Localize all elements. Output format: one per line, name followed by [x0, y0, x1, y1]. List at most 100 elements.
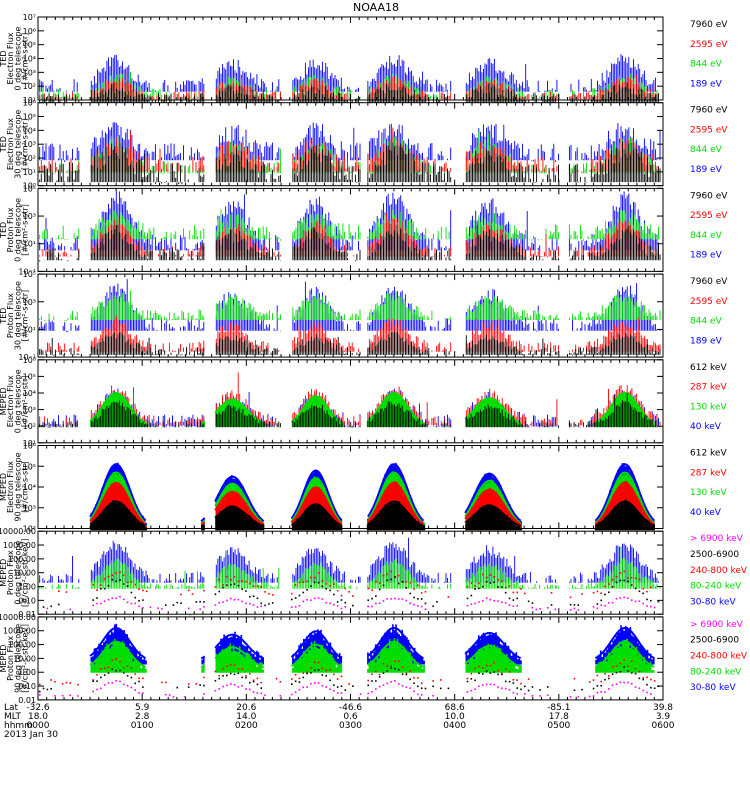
data-point	[340, 692, 343, 694]
data-point	[352, 595, 354, 597]
data-point	[596, 607, 599, 610]
data-point	[474, 585, 476, 587]
data-point	[413, 690, 415, 692]
xaxis-tick-label: 0300	[339, 721, 362, 731]
data-point	[252, 680, 255, 683]
data-point	[466, 585, 469, 588]
data-point	[394, 597, 396, 600]
data-point	[256, 597, 259, 600]
data-point	[634, 686, 637, 688]
data-point	[409, 602, 412, 605]
data-point	[321, 580, 324, 582]
ytick-label: 1000.00	[3, 541, 36, 550]
series-3	[39, 224, 661, 262]
data-point	[237, 686, 240, 688]
ytick-label: 10⁴	[23, 483, 36, 492]
data-point	[401, 685, 404, 687]
data-point	[256, 692, 259, 694]
ylabel-line: MEPED	[0, 559, 8, 587]
xaxis-tick-label: 0600	[652, 721, 675, 731]
xaxis-tick-label: 68.6	[445, 703, 465, 713]
data-point	[344, 606, 347, 608]
data-point	[122, 574, 125, 577]
data-point	[527, 689, 530, 692]
data-point	[470, 594, 473, 597]
data-point	[203, 605, 205, 608]
data-point	[420, 694, 423, 696]
xaxis-tick-label: -85.1	[547, 703, 570, 713]
data-point	[237, 584, 240, 587]
data-point	[550, 604, 553, 606]
series-line	[39, 224, 661, 262]
data-point	[516, 693, 518, 695]
data-point	[501, 601, 503, 604]
data-point	[310, 585, 312, 587]
data-point	[371, 605, 373, 608]
series-3	[39, 331, 661, 356]
data-point	[413, 588, 415, 590]
data-point	[252, 679, 255, 682]
data-point	[336, 686, 339, 688]
data-point	[138, 677, 140, 680]
ytick-label: 10.00	[13, 569, 36, 578]
data-point	[229, 583, 232, 586]
data-point	[531, 694, 534, 697]
data-point	[134, 583, 137, 586]
data-point	[474, 588, 476, 590]
data-point	[130, 676, 133, 679]
data-point	[38, 683, 41, 686]
data-point	[600, 592, 602, 594]
data-point	[432, 685, 434, 688]
xaxis-tick-label: -32.6	[26, 703, 50, 713]
data-point	[478, 587, 480, 590]
data-point	[325, 686, 327, 688]
data-point	[642, 677, 645, 679]
legend-entry: 844 eV	[690, 60, 723, 70]
data-point	[111, 659, 114, 661]
data-point	[604, 593, 606, 596]
ylabel-line: [#/cm²-s-str]	[21, 290, 30, 342]
chart-title: NOAA18	[353, 1, 399, 14]
data-point	[115, 597, 117, 600]
data-point	[203, 589, 205, 592]
data-point	[161, 607, 163, 610]
data-point	[417, 693, 419, 696]
data-point	[611, 673, 614, 675]
data-point	[214, 679, 217, 682]
data-point	[653, 680, 656, 682]
series-2	[58, 570, 652, 599]
data-point	[222, 601, 224, 603]
data-point	[478, 685, 480, 688]
data-point	[119, 571, 121, 574]
data-point	[546, 694, 549, 697]
data-point	[390, 570, 392, 573]
data-point	[390, 665, 392, 668]
data-point	[466, 677, 469, 680]
data-point	[271, 602, 274, 604]
data-point	[58, 603, 60, 606]
ytick-label: 10³	[23, 504, 36, 513]
data-point	[119, 660, 121, 663]
legend-entry: 30-80 keV	[690, 683, 736, 693]
data-point	[489, 598, 492, 601]
data-point	[96, 673, 98, 676]
ytick-label: 10⁵	[23, 462, 36, 471]
data-point	[604, 585, 606, 588]
data-point	[50, 679, 52, 681]
data-point	[302, 672, 305, 674]
data-point	[604, 672, 606, 675]
data-point	[600, 604, 602, 606]
data-point	[569, 596, 572, 599]
data-point	[527, 678, 530, 680]
data-point	[413, 682, 415, 685]
data-point	[176, 686, 179, 689]
data-point	[111, 578, 114, 581]
data-point	[535, 608, 538, 611]
data-point	[401, 673, 404, 675]
data-point	[222, 584, 224, 586]
data-point	[520, 682, 522, 685]
data-point	[218, 677, 221, 680]
data-point	[294, 606, 297, 608]
data-point	[592, 592, 595, 594]
